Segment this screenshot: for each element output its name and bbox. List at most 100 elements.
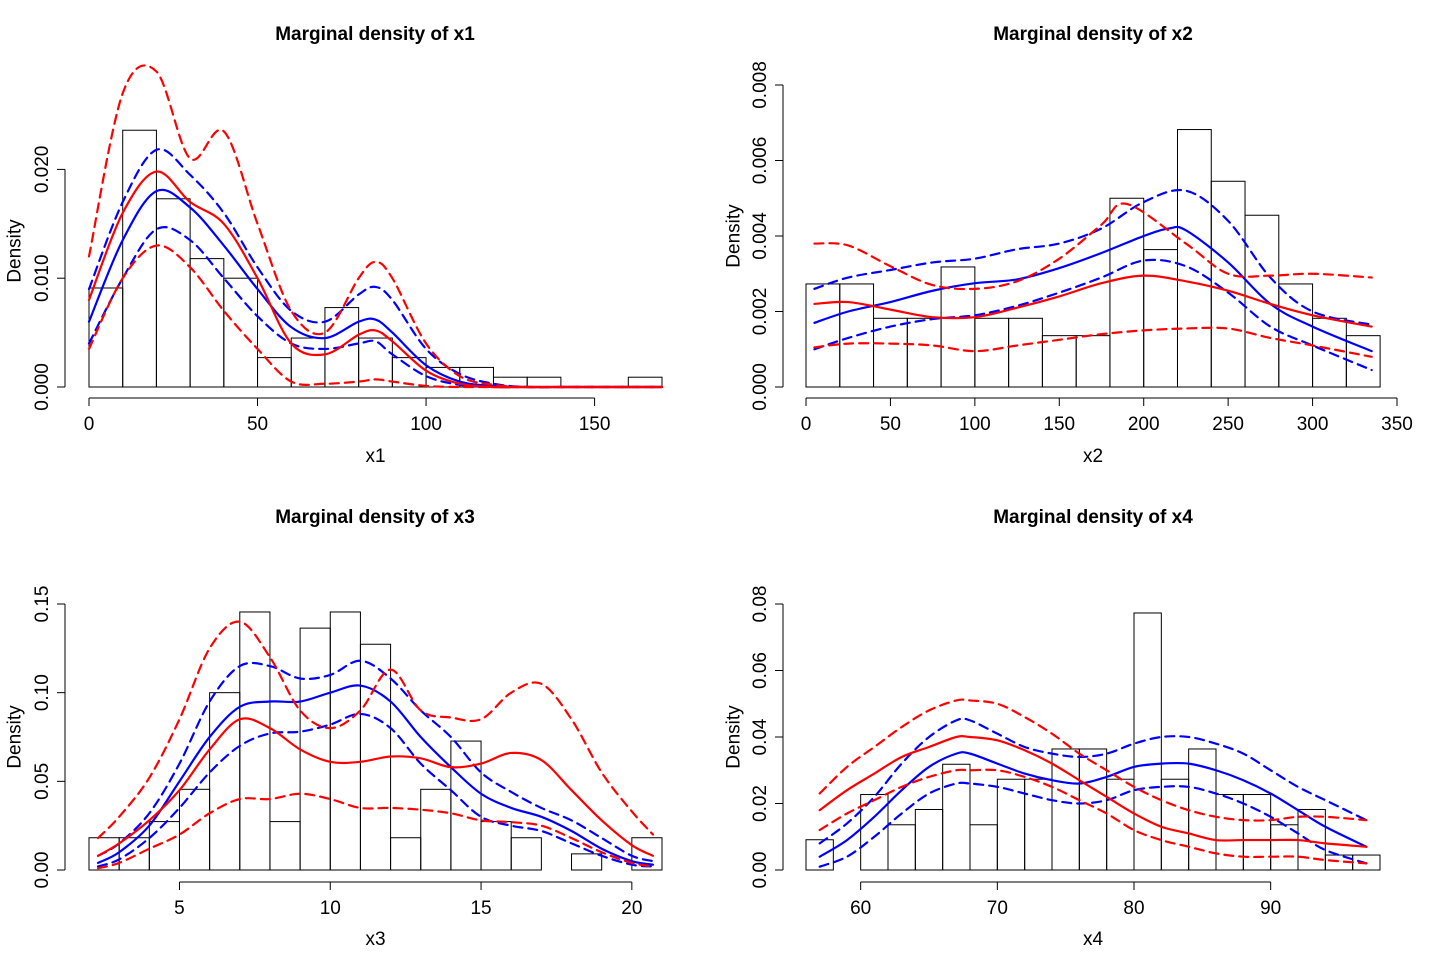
chart-title: Marginal density of x1	[275, 24, 475, 45]
x-tick-label: 70	[987, 898, 1008, 919]
histogram-bar	[1176, 129, 1212, 388]
x-tick-label: 50	[247, 414, 268, 435]
histogram-bar	[269, 821, 301, 871]
panel-4: Marginal density of x4 60 70 80 90 0.00 0.02 0.…	[724, 507, 1381, 950]
density-line-red-lower	[96, 792, 655, 870]
histogram-bar	[1075, 335, 1111, 388]
panel-1: Marginal density of x1 0 50 100 150 0.000 0.01…	[5, 24, 664, 467]
y-tick-label: 0.08	[750, 586, 771, 623]
y-tick-label: 0.008	[750, 61, 771, 109]
y-axis-label: Density	[724, 204, 745, 268]
y-axis-label: Density	[5, 705, 26, 769]
density-line-red-upper	[818, 698, 1368, 822]
density-line-blue-lower	[818, 781, 1368, 868]
x-axis-label: x3	[365, 929, 385, 950]
chart-title: Marginal density of x4	[993, 507, 1193, 528]
x-tick-label: 60	[850, 898, 871, 919]
histogram-bar	[969, 824, 998, 871]
y-axis-label: Density	[5, 219, 26, 283]
x-tick-label: 20	[621, 898, 642, 919]
density-line-red-mean	[818, 735, 1368, 848]
histogram-bar	[299, 627, 331, 871]
density-line-blue-upper	[96, 659, 655, 863]
histogram-bar	[1109, 197, 1145, 388]
histogram-bar	[189, 258, 225, 388]
density-line-red-upper	[87, 64, 664, 389]
y-tick-label: 0.15	[32, 586, 53, 623]
y-tick-label: 0.020	[32, 146, 53, 194]
histogram-bar	[631, 837, 663, 871]
histogram-bar	[1160, 778, 1190, 871]
density-line-blue-mean	[818, 751, 1368, 858]
histogram-bar	[1041, 335, 1077, 388]
density-line-blue-upper	[818, 717, 1368, 845]
x-tick-label: 200	[1128, 414, 1160, 435]
density-line-red-lower	[87, 244, 664, 389]
density-line-red-upper	[96, 620, 655, 840]
x-tick-label: 10	[320, 898, 341, 919]
y-tick-label: 0.002	[750, 288, 771, 336]
y-tick-label: 0.06	[750, 652, 771, 689]
y-tick-label: 0.004	[750, 212, 771, 260]
histogram-bar	[627, 376, 663, 388]
x-tick-label: 0	[84, 414, 95, 435]
x-axis-label: x4	[1083, 929, 1104, 950]
histogram-bar	[914, 808, 944, 871]
histogram-bar	[1143, 249, 1178, 388]
chart-title: Marginal density of x2	[993, 24, 1193, 45]
x-tick-label: 50	[880, 414, 901, 435]
histogram-bar	[942, 763, 971, 871]
histogram-bar	[571, 853, 603, 871]
panel-3: Marginal density of x3 5 10 15 20 0.00 0.05 0.1…	[5, 507, 663, 950]
histogram-bar	[1008, 317, 1043, 388]
density-line-red-mean	[87, 170, 664, 389]
y-tick-label: 0.04	[750, 718, 771, 755]
density-line-blue-lower	[813, 258, 1373, 372]
x-tick-label: 5	[174, 898, 185, 919]
histogram-bar	[1106, 778, 1135, 871]
density-line-red-lower	[818, 768, 1368, 865]
histogram-bar	[450, 740, 482, 871]
x-tick-label: 150	[1043, 414, 1075, 435]
histogram-bar	[1215, 794, 1244, 871]
x-tick-label: 80	[1123, 898, 1144, 919]
x-tick-label: 150	[579, 414, 611, 435]
histogram-bar	[122, 129, 157, 388]
x-tick-label: 250	[1212, 414, 1244, 435]
histogram-bar	[420, 788, 452, 871]
x-axis-label: x2	[1083, 446, 1103, 467]
y-tick-label: 0.006	[750, 137, 771, 185]
panel-2: Marginal density of x2 0 50 100 150 200 250 300…	[724, 24, 1413, 467]
y-tick-label: 0.10	[32, 674, 53, 711]
x-tick-label: 0	[801, 414, 812, 435]
y-axis-label: Density	[724, 705, 745, 769]
histogram-bar	[390, 837, 422, 871]
histogram-bar	[974, 317, 1010, 388]
histogram-bar	[480, 821, 512, 871]
histogram-bar	[526, 376, 562, 388]
density-line-blue-lower	[87, 226, 664, 389]
density-line-red-lower	[813, 326, 1373, 358]
y-tick-label: 0.02	[750, 785, 771, 822]
x-tick-label: 350	[1381, 414, 1413, 435]
histogram-bar	[239, 611, 271, 871]
x-axis-label: x1	[365, 446, 385, 467]
density-line-blue-mean	[813, 225, 1373, 353]
y-tick-label: 0.010	[32, 254, 53, 302]
histogram-bar	[223, 277, 259, 388]
y-tick-label: 0.00	[32, 852, 53, 889]
x-tick-label: 100	[959, 414, 991, 435]
histogram-bar	[805, 283, 841, 388]
histogram-bar	[887, 824, 916, 871]
density-line-red-upper	[813, 202, 1373, 291]
histogram-bar	[329, 611, 361, 871]
histogram-bar	[1278, 283, 1314, 388]
y-tick-label: 0.000	[32, 363, 53, 411]
density-line-blue-mean	[87, 188, 664, 389]
x-tick-label: 15	[470, 898, 491, 919]
histogram-bar	[906, 317, 942, 388]
chart-title: Marginal density of x3	[275, 507, 475, 528]
density-line-blue-mean	[96, 684, 655, 866]
density-line-red-mean	[813, 274, 1373, 328]
